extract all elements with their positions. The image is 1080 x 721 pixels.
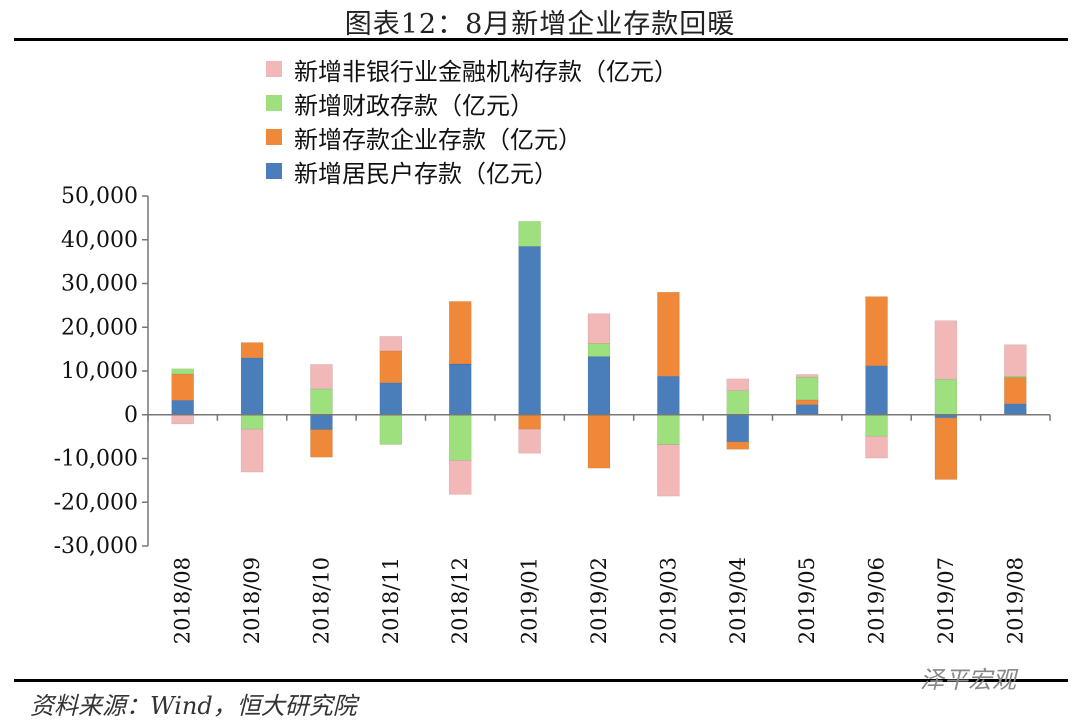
x-tick-label: 2019/03 (656, 557, 680, 644)
bar-segment-series-0 (795, 404, 819, 415)
bar-segment-series-1 (1004, 377, 1027, 405)
top-rule (14, 38, 1068, 41)
bar-segment-series-0 (240, 357, 264, 415)
legend-swatch-nonbank (266, 61, 282, 77)
bar-segment-series-2 (379, 414, 403, 445)
bottom-rule (14, 679, 1068, 682)
legend-label-household: 新增居民户存款（亿元） (294, 159, 558, 188)
bar-segment-series-0 (1004, 403, 1027, 415)
bar-segment-series-3 (310, 364, 333, 390)
y-tick-label: 40,000 (61, 228, 138, 253)
watermark: 泽平宏观 (920, 666, 1016, 694)
x-tick-label: 2018/10 (309, 557, 333, 644)
y-tick-label: -10,000 (54, 447, 138, 472)
x-tick-label: 2019/05 (795, 557, 819, 644)
bar-segment-series-3 (795, 374, 819, 378)
x-tick-label: 2019/04 (726, 557, 750, 644)
legend-swatch-enterprise (266, 129, 282, 145)
legend-label-enterprise: 新增存款企业存款（亿元） (294, 125, 582, 154)
legend-item-enterprise: 新增存款企业存款（亿元） (266, 120, 678, 154)
bar-segment-series-0 (379, 382, 403, 415)
x-tick-label: 2018/11 (379, 557, 403, 644)
bar-segment-series-1 (518, 414, 541, 430)
bar-segment-series-2 (587, 343, 611, 357)
bar-segment-series-1 (379, 350, 403, 384)
y-tick-label: 10,000 (61, 359, 138, 384)
bar-segment-series-0 (587, 356, 611, 415)
bar-segment-series-2 (795, 376, 819, 401)
legend-item-household: 新增居民户存款（亿元） (266, 154, 678, 188)
y-tick-label: 50,000 (61, 184, 138, 209)
legend-item-fiscal: 新增财政存款（亿元） (266, 86, 678, 120)
bar-segment-series-0 (310, 414, 333, 430)
bar-segment-series-2 (726, 390, 750, 415)
bar-segment-series-3 (518, 428, 541, 454)
bar-segment-series-1 (171, 373, 194, 401)
x-tick-label: 2019/01 (518, 557, 542, 644)
bar-segment-series-2 (171, 368, 194, 375)
y-tick-label: 0 (124, 403, 138, 428)
bar-segment-series-2 (657, 414, 680, 445)
bar-segment-series-0 (865, 365, 888, 415)
bar-segment-series-3 (726, 378, 750, 391)
y-tick-label: -20,000 (54, 490, 138, 515)
x-tick-label: 2018/08 (171, 557, 195, 644)
source-note: 资料来源：Wind，恒大研究院 (30, 692, 357, 720)
y-tick-label: 30,000 (61, 272, 138, 297)
bar-segment-series-1 (726, 441, 750, 450)
bar-segment-series-2 (865, 414, 888, 437)
y-tick-label: -30,000 (54, 534, 138, 559)
bar-segment-series-3 (934, 320, 958, 380)
x-tick-label: 2019/06 (865, 557, 889, 644)
bar-segment-series-0 (518, 246, 541, 415)
bar-segment-series-3 (448, 460, 472, 495)
x-tick-label: 2019/02 (587, 557, 611, 644)
legend-label-fiscal: 新增财政存款（亿元） (294, 91, 534, 120)
bar-segment-series-3 (171, 414, 194, 425)
bar-segment-series-3 (657, 444, 680, 497)
bar-segment-series-1 (795, 399, 819, 405)
bar-segment-series-2 (448, 414, 472, 461)
bar-segment-series-2 (310, 388, 333, 415)
bar-segment-series-1 (657, 292, 680, 377)
legend-swatch-fiscal (266, 95, 282, 111)
bar-segment-series-2 (934, 379, 958, 415)
y-tick-label: 20,000 (61, 315, 138, 340)
bar-segment-series-0 (448, 363, 472, 415)
bar-segment-series-0 (726, 414, 750, 443)
bar-segment-series-1 (310, 429, 333, 458)
bar-segment-series-1 (240, 342, 264, 359)
legend: 新增非银行业金融机构存款（亿元） 新增财政存款（亿元） 新增存款企业存款（亿元）… (266, 52, 678, 188)
bar-segment-series-1 (934, 417, 958, 480)
bar-segment-series-3 (240, 428, 264, 473)
bar-segment-series-1 (865, 296, 888, 366)
bar-segment-series-0 (657, 376, 680, 415)
bar-segment-series-0 (171, 400, 194, 415)
bar-segment-series-3 (379, 336, 403, 352)
bar-segment-series-1 (448, 301, 472, 365)
legend-item-nonbank: 新增非银行业金融机构存款（亿元） (266, 52, 678, 86)
legend-label-nonbank: 新增非银行业金融机构存款（亿元） (294, 57, 678, 86)
bar-segment-series-3 (865, 435, 888, 459)
bar-segment-series-1 (587, 414, 611, 469)
x-tick-label: 2018/09 (240, 557, 264, 644)
x-tick-label: 2019/07 (934, 557, 958, 644)
x-tick-label: 2019/08 (1003, 557, 1027, 644)
bar-segment-series-3 (1004, 344, 1027, 377)
bar-segment-series-3 (587, 313, 611, 344)
bar-segment-series-2 (518, 221, 541, 247)
legend-swatch-household (266, 163, 282, 179)
x-tick-label: 2018/12 (448, 557, 472, 644)
page-title: 图表12：8月新增企业存款回暖 (344, 9, 736, 40)
bar-segment-series-2 (240, 414, 264, 430)
